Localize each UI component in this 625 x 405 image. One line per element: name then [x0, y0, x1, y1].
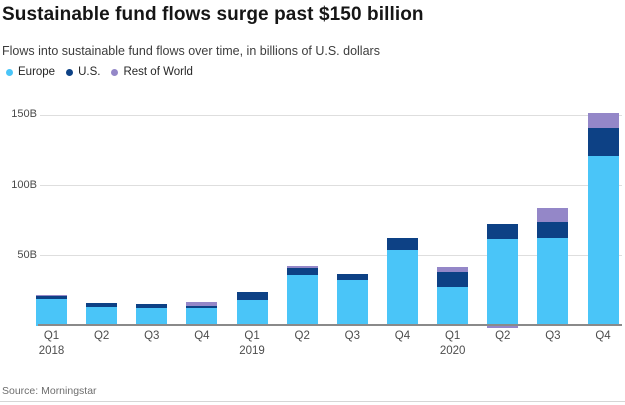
bar-segment-Q1-0-u-s- [36, 295, 67, 300]
bar-segment-Q1-8-europe [437, 286, 468, 326]
bar-segment-Q2-9-u-s- [487, 224, 518, 239]
bar-segment-Q2-1-europe [86, 307, 117, 326]
bar-segment-Q2-9-rest-of-world [487, 326, 518, 329]
x-tick-11: Q4 [595, 330, 611, 342]
year-label-2019: 2019 [239, 345, 265, 357]
bar-segment-Q1-8-u-s- [437, 271, 468, 287]
x-tick-4: Q1 [244, 330, 260, 342]
bar-segment-Q2-5-rest-of-world [287, 265, 318, 268]
bar-segment-Q4-11-rest-of-world [588, 112, 619, 129]
europe-dot-icon [6, 68, 13, 76]
bottom-divider [0, 401, 625, 402]
x-tick-5: Q2 [294, 330, 310, 342]
bar-segment-Q3-6-u-s- [337, 274, 368, 280]
bar-segment-Q3-10-europe [537, 237, 568, 326]
x-tick-1: Q2 [93, 330, 110, 342]
bar-segment-Q1-8-rest-of-world [437, 267, 468, 272]
bar-segment-Q3-2-u-s- [136, 304, 167, 308]
x-tick-3: Q4 [194, 330, 210, 342]
bar-segment-Q1-0-europe [36, 299, 67, 326]
x-tick-6: Q3 [344, 330, 360, 342]
bar-segment-Q2-1-u-s- [86, 302, 117, 308]
gridline-150B [40, 114, 622, 116]
bar-segment-Q3-10-u-s- [537, 222, 568, 238]
legend-item-europe: Europe [6, 66, 55, 78]
bar-segment-Q4-7-europe [387, 250, 418, 326]
bar-segment-Q4-3-europe [186, 307, 217, 326]
us-dot-icon [66, 68, 74, 76]
bar-segment-Q4-11-europe [588, 156, 619, 326]
bar-segment-Q4-7-u-s- [387, 237, 418, 251]
x-tick-7: Q4 [394, 330, 411, 342]
bar-segment-Q4-3-u-s- [186, 305, 217, 308]
bar-segment-Q1-4-u-s- [237, 292, 268, 301]
gridline-50B [40, 255, 622, 257]
plot-area: 50B 100B 150B [0, 100, 625, 329]
legend-item-us: U.S. [66, 66, 100, 78]
x-tick-9: Q2 [495, 330, 511, 342]
x-tick-10: Q3 [545, 330, 561, 342]
legend-label-europe: Europe [18, 66, 56, 78]
bar-segment-Q2-5-u-s- [287, 267, 318, 275]
bar-segment-Q1-0-rest-of-world [36, 295, 67, 296]
year-label-2018: 2018 [38, 345, 65, 357]
source-note: Source: Morningstar [2, 385, 97, 397]
legend: Europe U.S. Rest of World [6, 66, 193, 78]
chart-title: Sustainable fund flows surge past $150 b… [2, 4, 424, 25]
x-tick-8: Q1 [444, 330, 461, 342]
year-label-2020: 2020 [439, 345, 466, 357]
bar-segment-Q4-11-u-s- [588, 128, 619, 157]
bar-segment-Q1-4-europe [237, 300, 268, 326]
x-axis-line [38, 324, 622, 326]
legend-label-rest-of-world: Rest of World [123, 66, 193, 78]
legend-label-us: U.S. [78, 66, 101, 78]
gridline-100B [40, 185, 622, 187]
x-axis-labels: Q1 Q2 Q3 Q4 Q1 Q2 Q3 Q4 Q1 Q2 Q3 Q4 2018 2019 2020 [0, 330, 625, 364]
bar-segment-Q4-3-rest-of-world [186, 302, 217, 306]
y-tick-100B: 100B [11, 178, 37, 191]
y-tick-50B: 50B [17, 248, 37, 261]
bar-segment-Q2-9-europe [487, 238, 518, 326]
legend-item-rest-of-world: Rest of World [111, 66, 193, 78]
x-tick-0: Q1 [43, 330, 60, 342]
x-tick-2: Q3 [144, 330, 160, 342]
bar-segment-Q2-5-europe [287, 274, 318, 326]
bar-segment-Q3-10-rest-of-world [537, 208, 568, 223]
chart-subtitle: Flows into sustainable fund flows over t… [2, 44, 380, 58]
rest-of-world-dot-icon [111, 68, 119, 76]
bar-segment-Q3-2-europe [136, 307, 167, 326]
bar-segment-Q3-6-europe [337, 279, 368, 326]
y-tick-150B: 150B [11, 108, 37, 121]
